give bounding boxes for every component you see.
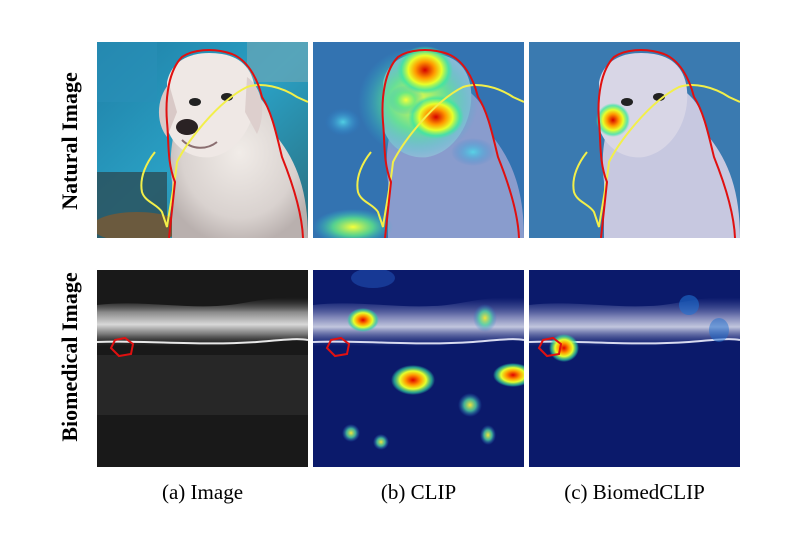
natural-biomedclip-heatmap-panel xyxy=(529,42,740,238)
natural-image-panel xyxy=(97,42,308,238)
natural-clip-heatmap-panel xyxy=(313,42,524,238)
caption-clip: (b) CLIP xyxy=(380,480,457,504)
biomedical-clip-heatmap-panel xyxy=(313,270,524,467)
row-label-natural-image: Natural Image xyxy=(57,72,82,210)
caption-biomedclip: (c) BiomedCLIP xyxy=(564,480,705,504)
biomedical-image-panel xyxy=(97,270,308,467)
biomedical-biomedclip-heatmap-panel xyxy=(529,270,740,467)
caption-image: (a) Image xyxy=(161,480,244,504)
row-label-biomedical-image: Biomedical Image xyxy=(57,272,82,442)
